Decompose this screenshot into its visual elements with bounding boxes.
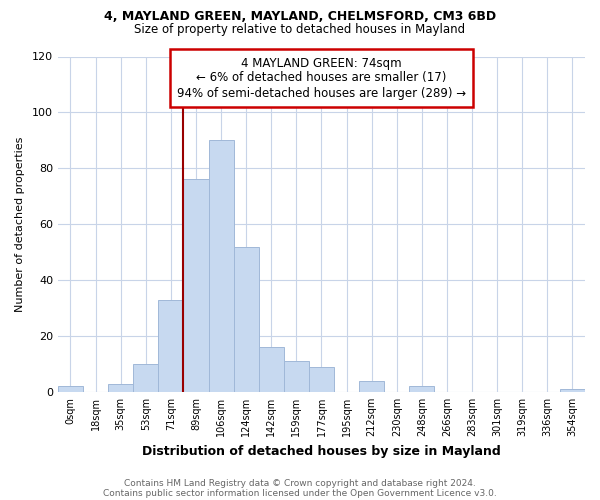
- Text: Size of property relative to detached houses in Mayland: Size of property relative to detached ho…: [134, 22, 466, 36]
- Bar: [309, 367, 334, 392]
- Text: Contains public sector information licensed under the Open Government Licence v3: Contains public sector information licen…: [103, 488, 497, 498]
- Text: 4, MAYLAND GREEN, MAYLAND, CHELMSFORD, CM3 6BD: 4, MAYLAND GREEN, MAYLAND, CHELMSFORD, C…: [104, 10, 496, 23]
- Bar: [133, 364, 158, 392]
- Bar: [233, 246, 259, 392]
- Bar: [560, 389, 585, 392]
- X-axis label: Distribution of detached houses by size in Mayland: Distribution of detached houses by size …: [142, 444, 501, 458]
- Bar: [409, 386, 434, 392]
- Text: Contains HM Land Registry data © Crown copyright and database right 2024.: Contains HM Land Registry data © Crown c…: [124, 478, 476, 488]
- Bar: [184, 180, 209, 392]
- Bar: [259, 347, 284, 392]
- Bar: [158, 300, 184, 392]
- Bar: [58, 386, 83, 392]
- Bar: [284, 361, 309, 392]
- Bar: [209, 140, 233, 392]
- Bar: [359, 380, 384, 392]
- Y-axis label: Number of detached properties: Number of detached properties: [15, 136, 25, 312]
- Text: 4 MAYLAND GREEN: 74sqm
← 6% of detached houses are smaller (17)
94% of semi-deta: 4 MAYLAND GREEN: 74sqm ← 6% of detached …: [177, 56, 466, 100]
- Bar: [108, 384, 133, 392]
